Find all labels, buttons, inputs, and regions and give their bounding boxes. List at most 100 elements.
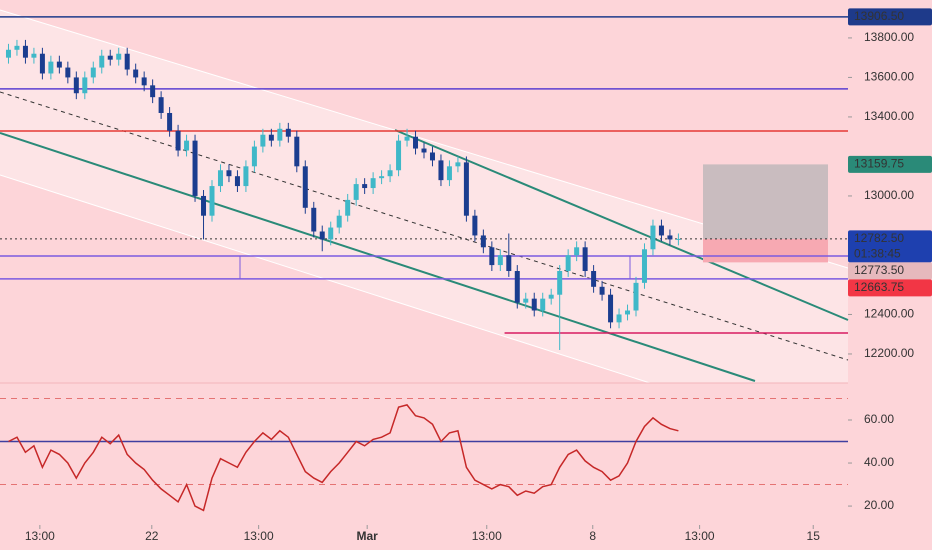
candle-body	[574, 247, 580, 256]
candle-body	[531, 298, 537, 311]
y-tick-label: 12200.00	[864, 346, 914, 360]
candle-body	[251, 146, 257, 167]
candle-body	[370, 178, 376, 189]
candle-body	[167, 112, 173, 131]
candle-body	[209, 186, 215, 216]
price-label	[848, 8, 932, 26]
candle-body	[22, 45, 28, 58]
candle-body	[311, 207, 317, 232]
y-tick-label: 12400.00	[864, 307, 914, 321]
candle-body	[31, 53, 37, 58]
price-label-text: 12773.50	[854, 263, 904, 277]
price-label-text: 12663.75	[854, 280, 904, 294]
candle-body	[56, 61, 62, 68]
stop-zone	[703, 238, 828, 263]
candle-body	[413, 136, 419, 149]
y-tick-label: 40.00	[864, 455, 894, 469]
trendline	[0, 132, 756, 382]
candle-body	[625, 310, 631, 315]
candle-body	[489, 247, 495, 266]
y-tick-label: 60.00	[864, 412, 894, 426]
candle-body	[565, 255, 571, 272]
candle-body	[591, 271, 597, 287]
candle-body	[328, 227, 334, 240]
candle-body	[641, 249, 647, 283]
candle-body	[548, 294, 554, 299]
candle-body	[5, 49, 11, 58]
rsi-line	[8, 404, 679, 512]
candle-body	[175, 130, 181, 151]
x-tick-label: 13:00	[244, 529, 274, 543]
candle-body	[404, 136, 410, 141]
candle-body	[506, 255, 512, 272]
candle-body	[514, 271, 520, 303]
candle-body	[633, 282, 639, 311]
candle-body	[234, 176, 240, 187]
candle-body	[608, 294, 614, 323]
candle-body	[192, 140, 198, 196]
candle-body	[107, 55, 113, 60]
candle-body	[429, 152, 435, 161]
price-label-text: 13906.50	[854, 9, 904, 23]
candle-body	[294, 136, 300, 167]
candle-body	[480, 235, 486, 248]
candle-body	[285, 128, 291, 137]
candle-body	[650, 225, 656, 250]
x-tick-label: 13:00	[685, 529, 715, 543]
candle-body	[99, 55, 105, 68]
candle-body	[201, 195, 207, 216]
price-label	[848, 279, 932, 297]
candle-body	[540, 298, 546, 311]
x-tick-label: 13:00	[472, 529, 502, 543]
countdown: 01:38:45	[854, 247, 901, 261]
price-label-text: 13159.75	[854, 157, 904, 171]
x-tick-label: 13:00	[25, 529, 55, 543]
candle-body	[421, 148, 427, 153]
price-label-text: 12782.50	[854, 231, 904, 245]
y-tick-label: 13800.00	[864, 30, 914, 44]
candle-body	[217, 170, 223, 187]
candle-body	[65, 67, 71, 78]
candle-body	[268, 134, 274, 141]
candle-body	[658, 225, 664, 236]
candle-body	[463, 162, 469, 216]
candle-body	[82, 77, 88, 94]
candle-body	[379, 176, 385, 179]
candle-body	[90, 67, 96, 78]
target-zone	[703, 164, 828, 239]
candle-body	[472, 215, 478, 236]
candle-body	[150, 85, 156, 98]
trendline	[394, 129, 849, 321]
candle-body	[48, 61, 54, 74]
candle-body	[14, 45, 20, 50]
candle-body	[362, 184, 368, 189]
candle-body	[582, 247, 588, 272]
candle-body	[438, 160, 444, 181]
candle-body	[599, 286, 605, 295]
candle-body	[158, 97, 164, 113]
x-tick-label: 22	[145, 529, 159, 543]
y-tick-label: 13400.00	[864, 109, 914, 123]
candle-body	[675, 238, 681, 240]
candle-body	[345, 199, 351, 216]
candle-body	[497, 255, 503, 266]
candle-body	[523, 298, 529, 303]
price-label	[848, 262, 932, 280]
candle-body	[557, 271, 563, 295]
candle-body	[141, 77, 147, 86]
candle-body	[396, 140, 402, 171]
x-tick-label: 15	[807, 529, 821, 543]
candle-body	[455, 162, 461, 167]
candle-body	[336, 215, 342, 228]
candle-body	[302, 166, 308, 208]
candle-body	[353, 184, 359, 200]
candle-body	[387, 170, 393, 177]
y-tick-label: 20.00	[864, 498, 894, 512]
y-tick-label: 13600.00	[864, 70, 914, 84]
candle-body	[243, 166, 249, 187]
y-tick-label: 13000.00	[864, 188, 914, 202]
candle-body	[446, 166, 452, 181]
candle-body	[124, 53, 130, 70]
